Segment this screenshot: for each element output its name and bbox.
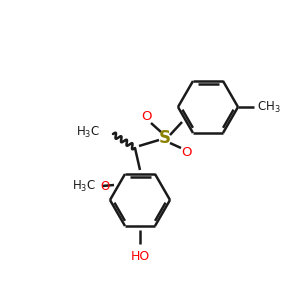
Text: HO: HO [130,250,150,263]
Text: S: S [159,129,171,147]
Text: CH$_3$: CH$_3$ [257,99,281,115]
Text: O: O [181,146,191,160]
Text: H$_3$C: H$_3$C [76,124,100,140]
Text: O: O [100,179,109,193]
Text: O: O [142,110,152,122]
Text: H$_3$C: H$_3$C [72,178,96,194]
